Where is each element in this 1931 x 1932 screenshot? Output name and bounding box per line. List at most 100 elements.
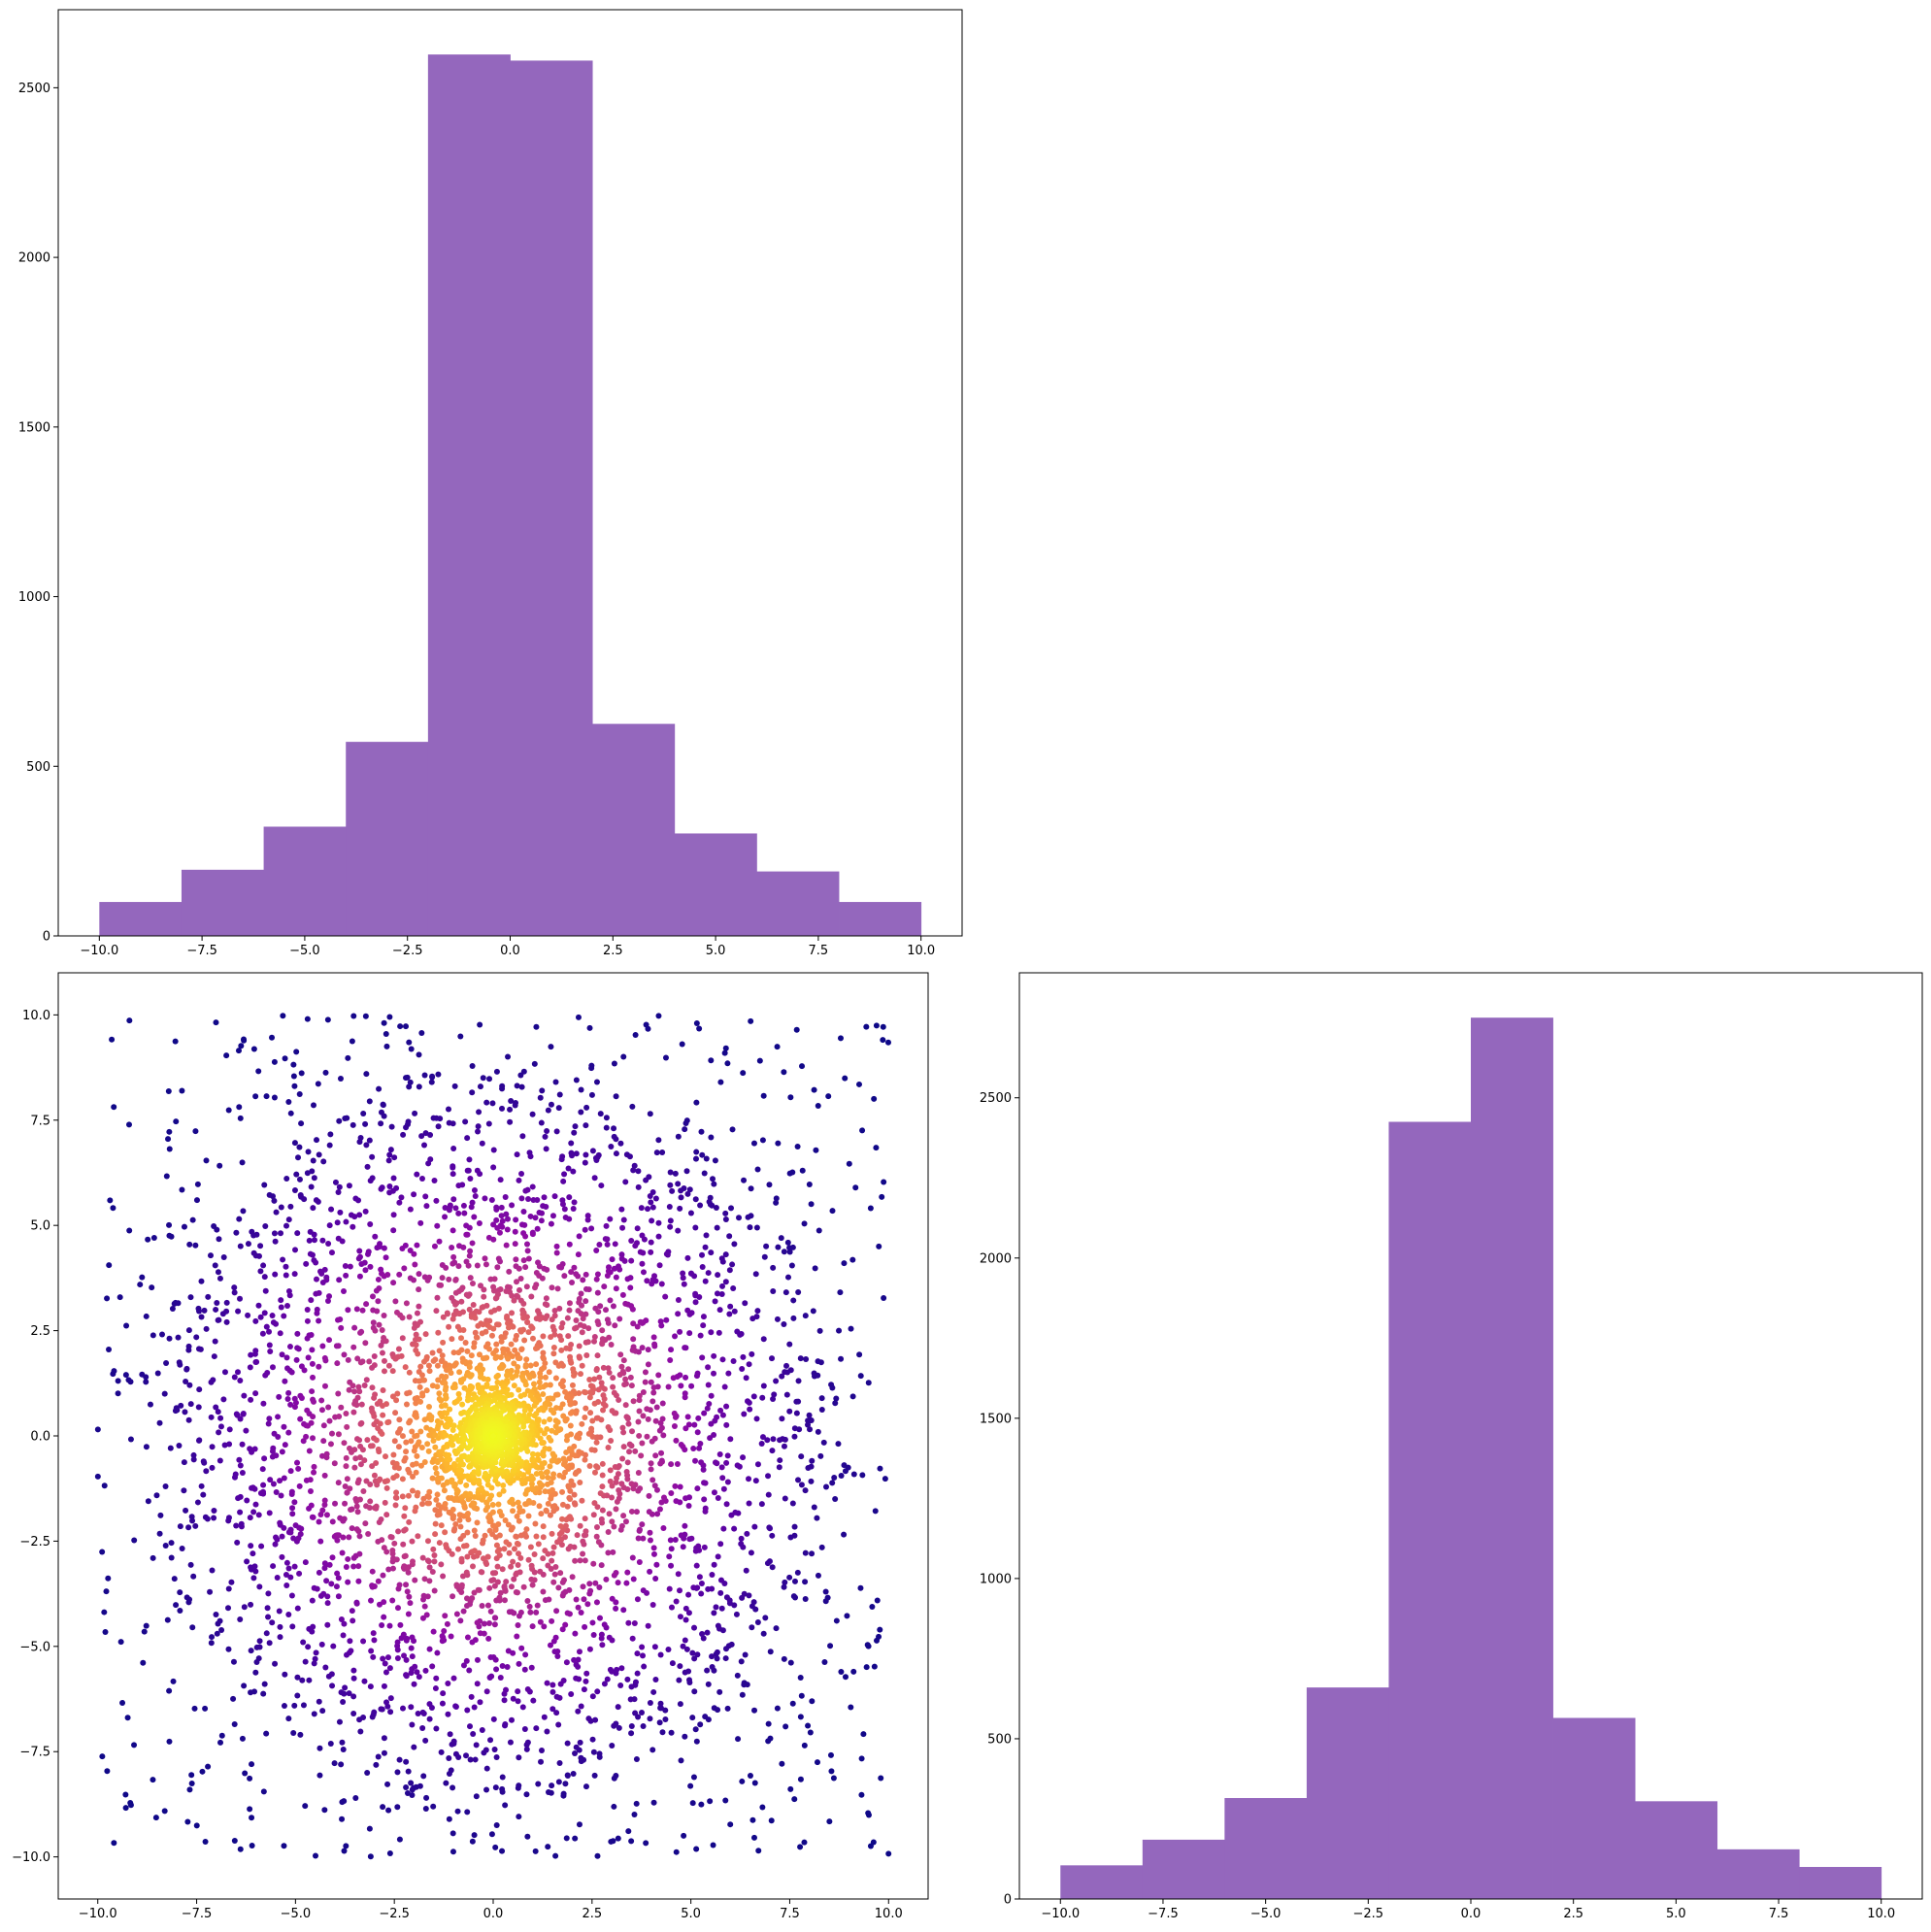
- bottom-left-scatter-point: [494, 1224, 501, 1231]
- bottom-left-scatter-point: [310, 1623, 316, 1630]
- bottom-left-scatter-point: [620, 1513, 627, 1519]
- bottom-left-scatter-point: [510, 1323, 516, 1330]
- bottom-left-scatter-point: [538, 1748, 545, 1754]
- bottom-left-scatter-point: [357, 1461, 364, 1468]
- bottom-left-scatter-point: [507, 1106, 514, 1113]
- bottom-left-scatter-point: [166, 1738, 173, 1745]
- bottom-left-scatter-point: [564, 1740, 571, 1747]
- bottom-left-scatter-point: [247, 1515, 253, 1521]
- bottom-left-scatter-point: [295, 1154, 302, 1161]
- bottom-left-scatter-point: [777, 1457, 783, 1464]
- bottom-left-scatter-point: [386, 1183, 393, 1189]
- bottom-left-scatter-point: [649, 1281, 655, 1287]
- bottom-left-scatter-point: [442, 1500, 449, 1507]
- bottom-left-scatter-point: [336, 1277, 343, 1283]
- bottom-left-scatter-point: [842, 1674, 849, 1681]
- bottom-left-scatter-point: [289, 1623, 296, 1630]
- bottom-left-scatter-point: [349, 1038, 355, 1045]
- bottom-left-scatter-point: [593, 1415, 600, 1421]
- bottom-left-scatter-point: [442, 1613, 449, 1619]
- bottom-left-scatter-point: [586, 1024, 593, 1031]
- bottom-left-scatter-point: [469, 1063, 476, 1070]
- bottom-left-scatter-point: [453, 1611, 460, 1617]
- bottom-left-scatter-point: [341, 1516, 348, 1522]
- bottom-left-scatter-point: [216, 1429, 222, 1436]
- bottom-left-scatter-point: [632, 1448, 639, 1454]
- bottom-left-scatter-point: [416, 1336, 422, 1343]
- top-left-histogram-bar: [181, 869, 264, 936]
- bottom-left-scatter-point: [587, 1410, 594, 1416]
- bottom-left-scatter-point: [701, 1544, 708, 1550]
- bottom-left-scatter-point: [806, 1182, 813, 1188]
- bottom-left-scatter-point: [636, 1526, 643, 1533]
- top-left-histogram-x-tick-label: −7.5: [186, 944, 217, 958]
- bottom-left-scatter-point: [538, 1470, 545, 1477]
- bottom-left-scatter-point: [774, 1705, 781, 1712]
- bottom-left-scatter-point: [383, 1699, 390, 1706]
- bottom-left-scatter-point: [383, 1338, 389, 1345]
- bottom-left-scatter-point: [719, 1475, 726, 1482]
- bottom-left-scatter-point: [476, 1477, 483, 1483]
- bottom-left-scatter-point: [508, 1341, 515, 1348]
- bottom-left-scatter-point: [350, 1344, 357, 1350]
- bottom-left-scatter-point: [364, 1163, 371, 1170]
- bottom-left-scatter-point: [162, 1482, 169, 1489]
- bottom-left-scatter-point: [613, 1285, 619, 1292]
- bottom-left-scatter-point: [684, 1190, 691, 1197]
- bottom-left-scatter-point: [250, 1550, 256, 1557]
- bottom-left-scatter-point: [558, 1156, 565, 1163]
- bottom-left-scatter-point: [256, 1638, 263, 1645]
- bottom-left-scatter-point: [304, 1016, 311, 1022]
- bottom-left-scatter-point: [504, 1216, 511, 1222]
- bottom-left-scatter-point: [272, 1238, 279, 1245]
- bottom-left-scatter-point: [287, 1203, 294, 1210]
- bottom-left-scatter-point: [344, 1423, 350, 1430]
- bottom-left-scatter-point: [558, 1542, 565, 1549]
- bottom-left-scatter-point: [283, 1176, 290, 1183]
- bottom-left-scatter-point: [223, 1052, 230, 1059]
- bottom-left-scatter-point: [704, 1629, 711, 1636]
- bottom-left-scatter-point: [466, 1723, 473, 1730]
- bottom-left-scatter-point: [383, 1453, 389, 1460]
- bottom-left-scatter-point: [244, 1558, 250, 1565]
- bottom-left-scatter-point: [487, 1309, 494, 1316]
- bottom-left-scatter-point: [521, 1407, 528, 1414]
- bottom-left-scatter-point: [111, 1104, 117, 1111]
- bottom-left-scatter-point: [218, 1732, 225, 1739]
- bottom-left-scatter-point: [694, 1429, 701, 1436]
- bottom-left-scatter-point: [720, 1525, 727, 1532]
- bottom-left-scatter-point: [335, 1593, 342, 1600]
- bottom-left-scatter-point: [177, 1589, 183, 1596]
- bottom-left-scatter-point: [402, 1454, 409, 1461]
- bottom-left-scatter-point: [667, 1537, 674, 1544]
- bottom-left-scatter-point: [505, 1053, 512, 1060]
- bottom-left-scatter-point: [445, 1711, 451, 1717]
- bottom-left-scatter-point: [285, 1715, 292, 1722]
- bottom-left-scatter-point: [403, 1449, 410, 1455]
- bottom-left-scatter-point: [377, 1420, 383, 1427]
- bottom-left-scatter-point: [652, 1195, 659, 1202]
- bottom-left-scatter-point: [490, 1577, 497, 1583]
- bottom-left-scatter-point: [672, 1170, 679, 1177]
- bottom-left-scatter-point: [527, 1609, 534, 1616]
- bottom-left-scatter-point: [256, 1644, 263, 1650]
- bottom-left-scatter-point: [418, 1175, 425, 1182]
- bottom-left-scatter-point: [300, 1702, 307, 1709]
- bottom-left-scatter-point: [383, 1043, 390, 1049]
- bottom-left-scatter-point: [417, 1398, 424, 1405]
- bottom-left-scatter-point: [241, 1037, 248, 1044]
- bottom-left-scatter-point: [555, 1362, 562, 1369]
- bottom-left-scatter-point: [249, 1761, 255, 1768]
- bottom-left-scatter-point: [173, 1118, 180, 1125]
- bottom-left-scatter-point: [381, 1357, 387, 1364]
- bottom-left-scatter-point: [324, 1600, 331, 1607]
- bottom-left-scatter-point: [485, 1635, 492, 1642]
- bottom-left-scatter-point: [520, 1208, 527, 1215]
- bottom-left-scatter-point: [487, 1737, 494, 1744]
- bottom-left-scatter-point: [190, 1456, 197, 1463]
- bottom-left-scatter-point: [557, 1522, 564, 1529]
- bottom-left-scatter-point: [786, 1170, 793, 1177]
- bottom-left-scatter-point: [533, 1609, 540, 1616]
